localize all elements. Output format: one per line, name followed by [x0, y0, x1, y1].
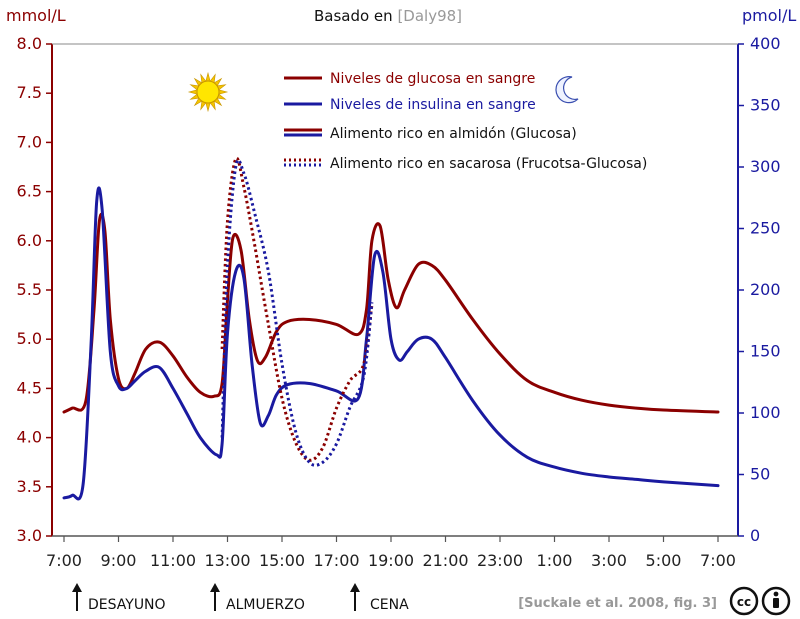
left-tick-label: 6.0: [17, 231, 42, 250]
figure-credit: [Suckale et al. 2008, fig. 3]: [518, 596, 717, 611]
svg-text:cc: cc: [737, 595, 751, 609]
x-tick-label: 9:00: [101, 551, 137, 570]
meal-marker-breakfast: DESAYUNO: [72, 583, 166, 613]
right-tick-label: 150: [750, 342, 781, 361]
x-tick-label: 11:00: [150, 551, 196, 570]
x-tick-label: 1:00: [537, 551, 573, 570]
title-reference: [Daly98]: [397, 7, 462, 25]
x-tick-label: 19:00: [368, 551, 414, 570]
legend: Niveles de glucosa en sangre Niveles de …: [284, 71, 647, 172]
cc-license-icon: cc: [729, 586, 759, 616]
attribution-icon: [761, 586, 791, 616]
sun-ray: [205, 71, 211, 82]
right-tick-label: 50: [750, 465, 770, 484]
left-tick-label: 6.5: [17, 182, 42, 201]
sun-ray: [205, 102, 211, 113]
x-tick-label: 7:00: [46, 551, 82, 570]
x-tick-label: 3:00: [591, 551, 627, 570]
left-tick-label: 3.5: [17, 477, 42, 496]
sucrose-insulin-line: [220, 158, 374, 467]
right-tick-label: 350: [750, 96, 781, 115]
left-tick-label: 3.0: [17, 526, 42, 545]
left-tick-label: 4.5: [17, 378, 42, 397]
left-axis-unit: mmol/L: [6, 6, 66, 25]
legend-label-starch: Alimento rico en almidón (Glucosa): [330, 126, 577, 142]
x-tick-label: 7:00: [700, 551, 736, 570]
legend-label-insulin: Niveles de insulina en sangre: [330, 97, 536, 113]
x-tick-label: 5:00: [646, 551, 682, 570]
sun-ray: [218, 89, 229, 95]
starch-insulin-line: [62, 186, 720, 501]
chart-title: Basado en [Daly98]: [314, 7, 462, 25]
left-tick-label: 7.0: [17, 132, 42, 151]
left-tick-label: 4.0: [17, 428, 42, 447]
x-tick-label: 17:00: [313, 551, 359, 570]
x-tick-label: 15:00: [259, 551, 305, 570]
right-axis-unit: pmol/L: [742, 6, 796, 25]
left-tick-label: 5.0: [17, 329, 42, 348]
left-tick-label: 5.5: [17, 280, 42, 299]
legend-label-sucrose: Alimento rico en sacarosa (Frucotsa-Gluc…: [330, 156, 647, 172]
moon-icon: [555, 76, 579, 104]
sun-ray: [187, 89, 198, 95]
meal-marker-dinner: CENA: [350, 583, 409, 613]
right-tick-label: 250: [750, 219, 781, 238]
left-tick-label: 8.0: [17, 34, 42, 53]
starch-glucose-line: [62, 212, 720, 414]
sun-icon: [187, 71, 229, 113]
right-tick-label: 0: [750, 526, 760, 545]
title-prefix: Basado en: [314, 7, 397, 25]
right-tick-label: 300: [750, 157, 781, 176]
sucrose-glucose-line: [220, 156, 374, 462]
right-tick-label: 200: [750, 280, 781, 299]
right-tick-label: 100: [750, 403, 781, 422]
x-tick-label: 23:00: [477, 551, 523, 570]
left-tick-label: 7.5: [17, 83, 42, 102]
right-tick-label: 400: [750, 34, 781, 53]
x-tick-label: 21:00: [422, 551, 468, 570]
meal-label-dinner: CENA: [370, 597, 409, 613]
meal-marker-lunch: ALMUERZO: [210, 583, 305, 613]
legend-label-glucose: Niveles de glucosa en sangre: [330, 71, 535, 87]
x-tick-label: 13:00: [204, 551, 250, 570]
meal-label-breakfast: DESAYUNO: [88, 597, 166, 613]
meal-label-lunch: ALMUERZO: [226, 597, 305, 613]
